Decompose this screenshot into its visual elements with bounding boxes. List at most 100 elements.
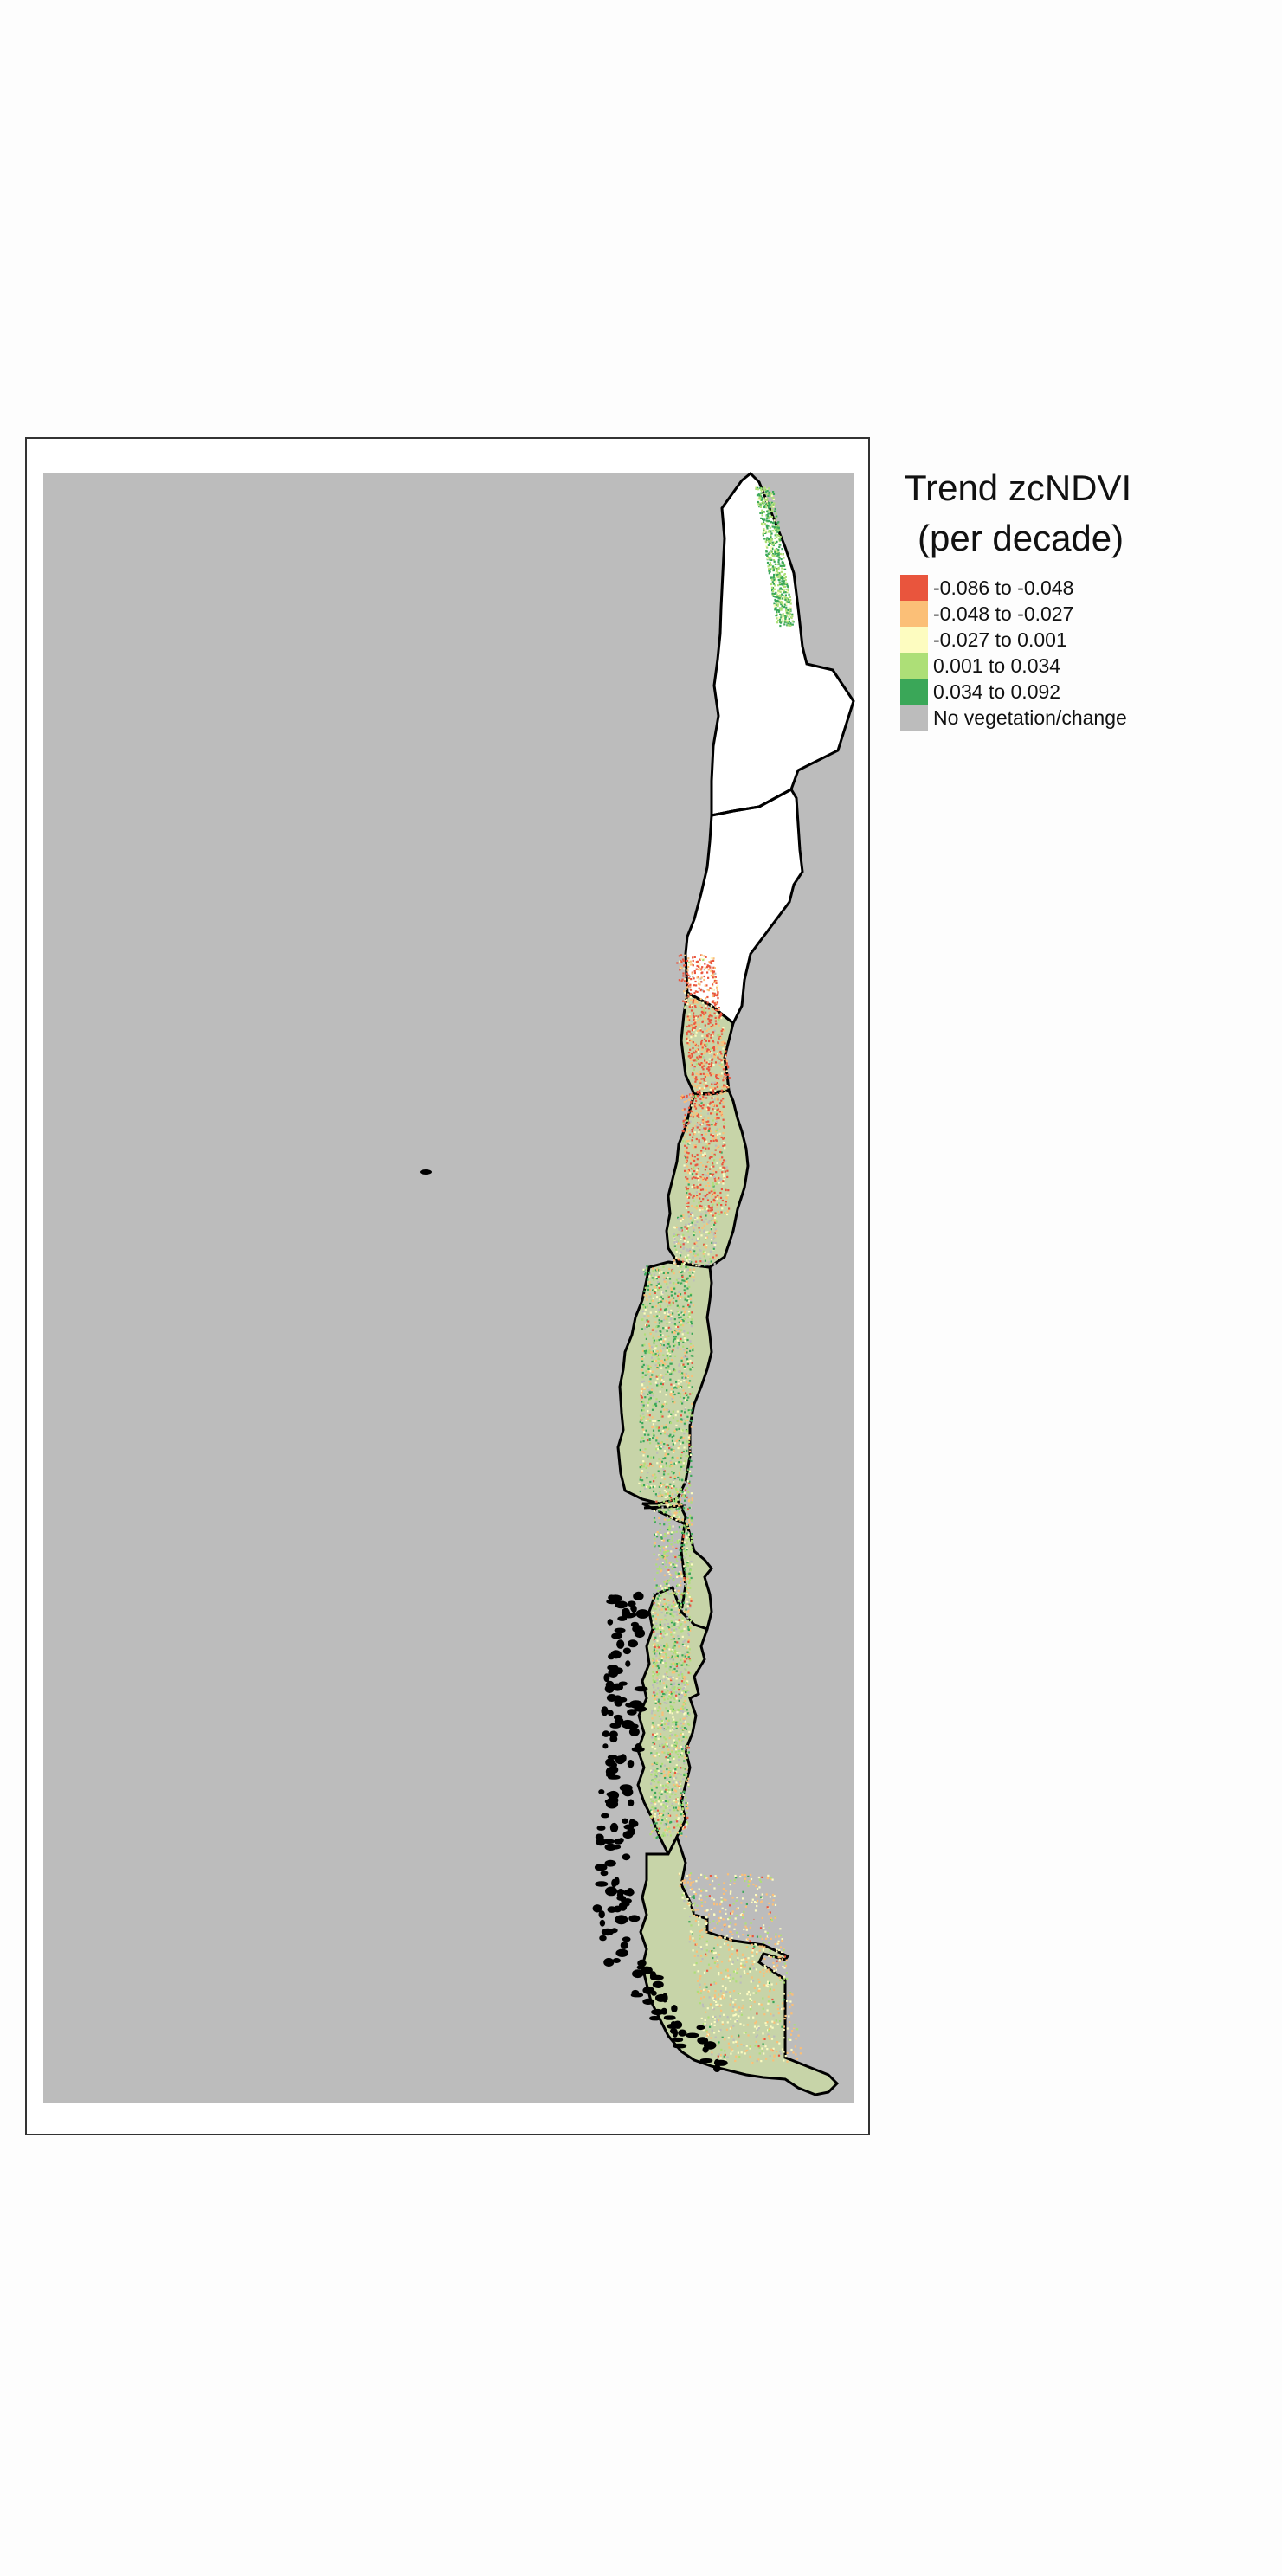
ndvi-pixel <box>692 1272 694 1274</box>
ndvi-pixel <box>686 1509 689 1511</box>
ndvi-pixel <box>714 972 717 975</box>
ndvi-pixel <box>727 1073 730 1076</box>
ndvi-pixel <box>687 1017 690 1020</box>
ndvi-pixel <box>698 1050 700 1053</box>
ndvi-pixel <box>686 1196 688 1199</box>
ndvi-pixel <box>702 1068 705 1071</box>
ndvi-pixel <box>724 1170 726 1173</box>
ndvi-pixel <box>695 1265 698 1267</box>
ndvi-pixel <box>660 1611 663 1614</box>
ndvi-pixel <box>725 1166 728 1169</box>
ndvi-pixel <box>692 1072 694 1074</box>
ndvi-pixel <box>657 1710 660 1712</box>
ndvi-pixel <box>664 1743 667 1746</box>
ndvi-pixel <box>714 1053 718 1055</box>
ndvi-pixel <box>660 1300 663 1303</box>
ndvi-pixel <box>677 1325 680 1328</box>
ndvi-pixel <box>778 540 781 543</box>
ndvi-pixel <box>673 1601 675 1604</box>
ndvi-pixel <box>678 1306 680 1309</box>
ndvi-pixel <box>699 1204 701 1207</box>
ndvi-pixel <box>669 1394 672 1397</box>
ndvi-pixel <box>642 1404 645 1407</box>
ndvi-pixel <box>712 995 715 997</box>
ndvi-pixel <box>718 1078 720 1080</box>
ndvi-pixel <box>685 1270 687 1272</box>
ndvi-pixel <box>664 1829 667 1832</box>
ndvi-pixel <box>767 493 770 495</box>
ndvi-pixel <box>684 1255 686 1259</box>
ndvi-pixel <box>704 1208 706 1210</box>
ndvi-pixel <box>677 1242 680 1245</box>
ndvi-pixel <box>670 1291 673 1293</box>
ndvi-pixel <box>658 1779 660 1781</box>
ndvi-pixel <box>641 1365 644 1368</box>
ndvi-pixel <box>685 1775 687 1778</box>
ndvi-pixel <box>771 541 774 544</box>
ndvi-pixel <box>660 1723 662 1725</box>
ndvi-pixel <box>662 1272 665 1274</box>
ndvi-pixel <box>678 1554 680 1556</box>
ndvi-pixel <box>661 1571 664 1574</box>
ndvi-pixel <box>779 538 782 541</box>
ndvi-pixel <box>690 992 693 995</box>
ndvi-pixel <box>765 2024 768 2026</box>
ndvi-pixel <box>691 1539 693 1542</box>
ndvi-pixel <box>716 1197 718 1200</box>
ndvi-pixel <box>780 570 783 573</box>
ndvi-pixel <box>641 1451 644 1453</box>
ndvi-pixel <box>712 1879 714 1883</box>
ndvi-pixel <box>721 1114 724 1117</box>
ndvi-pixel <box>681 1691 684 1694</box>
ndvi-pixel <box>661 1494 664 1497</box>
ndvi-pixel <box>665 1486 667 1489</box>
ndvi-pixel <box>699 1193 701 1195</box>
ndvi-pixel <box>663 1623 666 1626</box>
ndvi-pixel <box>675 1670 678 1672</box>
ndvi-pixel <box>789 599 792 602</box>
ndvi-pixel <box>663 1775 666 1778</box>
ndvi-pixel <box>715 1129 718 1132</box>
ndvi-pixel <box>682 1000 685 1002</box>
ndvi-pixel <box>700 1914 703 1916</box>
ndvi-pixel <box>679 1314 681 1317</box>
ndvi-pixel <box>654 1639 656 1642</box>
ndvi-pixel <box>641 1328 644 1330</box>
ndvi-pixel <box>686 1774 688 1776</box>
ndvi-pixel <box>696 964 699 968</box>
ndvi-pixel <box>674 1771 677 1774</box>
ndvi-pixel <box>681 1733 684 1736</box>
ndvi-pixel <box>647 1483 650 1485</box>
ndvi-pixel <box>674 1785 677 1787</box>
ndvi-pixel <box>651 1722 654 1724</box>
ndvi-pixel <box>659 1459 662 1461</box>
ndvi-pixel <box>759 496 762 499</box>
ndvi-pixel <box>769 561 771 564</box>
ndvi-pixel <box>682 1324 685 1327</box>
ndvi-pixel <box>699 1183 702 1186</box>
ndvi-pixel <box>695 1023 698 1026</box>
ndvi-pixel <box>653 1661 655 1664</box>
ndvi-pixel <box>667 1531 669 1534</box>
ndvi-pixel <box>684 1668 686 1671</box>
ndvi-pixel <box>677 1773 680 1775</box>
ndvi-pixel <box>695 1076 698 1079</box>
ndvi-pixel <box>747 1880 750 1883</box>
ndvi-pixel <box>675 1488 678 1491</box>
ndvi-pixel <box>789 608 792 610</box>
ndvi-pixel <box>650 1299 653 1302</box>
ndvi-pixel <box>676 1735 679 1737</box>
ndvi-pixel <box>712 1214 714 1217</box>
ndvi-pixel <box>673 1820 676 1823</box>
ndvi-pixel <box>667 1410 670 1413</box>
ndvi-pixel <box>663 1686 666 1689</box>
ndvi-pixel <box>674 1514 677 1517</box>
ndvi-pixel <box>791 623 794 626</box>
ndvi-pixel <box>684 1610 686 1613</box>
chile-trend-map[interactable] <box>27 439 868 2134</box>
ndvi-pixel <box>685 1585 687 1587</box>
ndvi-pixel <box>654 1485 656 1488</box>
ndvi-pixel <box>684 1706 686 1709</box>
ndvi-pixel <box>717 991 719 994</box>
ndvi-pixel <box>669 1299 672 1302</box>
